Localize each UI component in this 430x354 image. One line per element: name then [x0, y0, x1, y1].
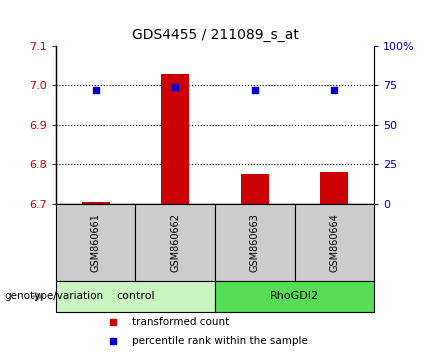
Bar [241, 174, 269, 204]
Bar [320, 172, 348, 204]
Bar [135, 204, 215, 281]
Bar [215, 204, 295, 281]
Bar [215, 281, 374, 312]
Point [172, 84, 179, 90]
Point [251, 87, 258, 93]
Title: GDS4455 / 211089_s_at: GDS4455 / 211089_s_at [132, 28, 298, 42]
Point [92, 87, 99, 93]
Bar [161, 74, 189, 204]
Bar [56, 281, 215, 312]
Point [331, 87, 338, 93]
Bar [56, 204, 135, 281]
Text: GSM860664: GSM860664 [329, 213, 339, 272]
Text: percentile rank within the sample: percentile rank within the sample [132, 336, 308, 346]
Text: control: control [116, 291, 155, 302]
Text: GSM860662: GSM860662 [170, 213, 180, 272]
Point [110, 320, 117, 325]
Bar [295, 204, 374, 281]
Bar [82, 201, 110, 204]
Text: GSM860661: GSM860661 [91, 213, 101, 272]
Text: RhoGDI2: RhoGDI2 [270, 291, 319, 302]
Text: GSM860663: GSM860663 [250, 213, 260, 272]
Text: genotype/variation: genotype/variation [4, 291, 104, 302]
Point [110, 338, 117, 343]
Text: transformed count: transformed count [132, 318, 230, 327]
